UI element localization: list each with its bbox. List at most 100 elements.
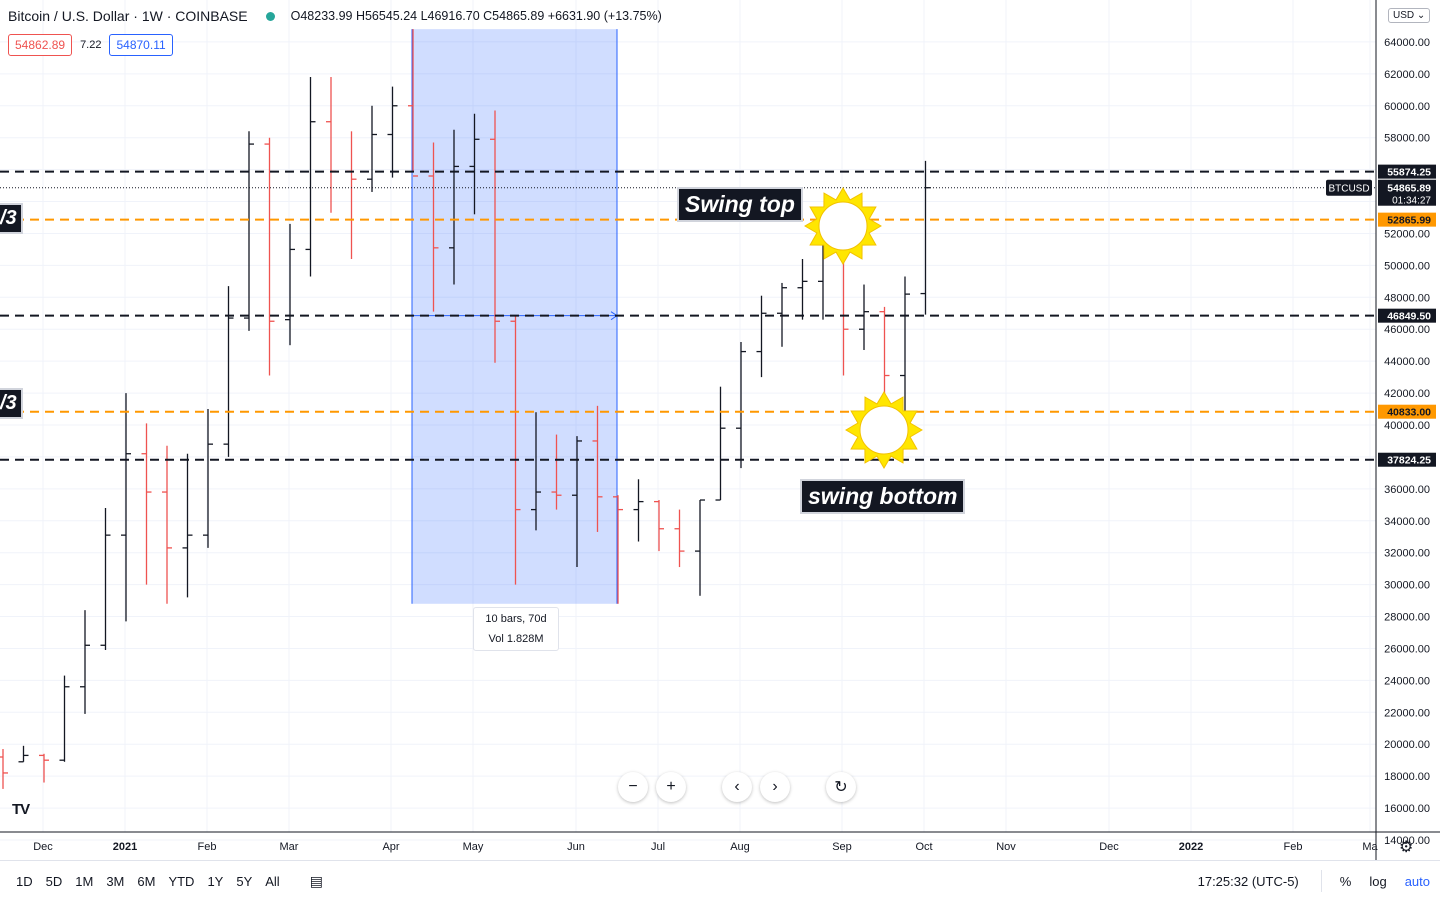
log-scale-toggle[interactable]: log <box>1369 873 1387 889</box>
price-tick-label: 42000.00 <box>1384 388 1430 400</box>
level-price-label: 37824.25 <box>1387 455 1431 467</box>
price-tick-label: 46000.00 <box>1384 324 1430 336</box>
zoom-out-button[interactable]: − <box>618 772 648 802</box>
range-3m-button[interactable]: 3M <box>106 873 125 889</box>
price-tick-label: 26000.00 <box>1384 643 1430 655</box>
measure-tooltip: 10 bars, 70d Vol 1.828M <box>473 607 559 651</box>
level-price-tag <box>1378 212 1436 227</box>
range-5y-button[interactable]: 5Y <box>236 873 253 889</box>
chevron-down-icon: ⌄ <box>1416 10 1426 21</box>
chart-canvas[interactable]: 64000.0062000.0060000.0058000.0056000.00… <box>0 0 1440 860</box>
range-6m-button[interactable]: 6M <box>137 873 156 889</box>
price-tick-label: 62000.00 <box>1384 69 1430 81</box>
time-tick-label: Oct <box>915 841 932 853</box>
time-tick-label: Ma <box>1362 841 1378 853</box>
sell-price-button[interactable]: 54862.89 <box>8 34 73 56</box>
price-tick-label: 48000.00 <box>1384 292 1430 304</box>
price-tick-label: 18000.00 <box>1384 771 1430 783</box>
swing-top-sun-icon <box>818 201 868 251</box>
ohlc-values: O48233.99 H56545.24 L46916.70 C54865.89 … <box>290 9 662 23</box>
bottom-right-controls: 17:25:32 (UTC-5) % log auto <box>1198 861 1430 901</box>
price-tick-label: 14000.00 <box>1384 835 1430 847</box>
gear-icon[interactable]: ⚙ <box>1399 839 1414 856</box>
swing-top-label[interactable]: Swing top <box>677 187 803 222</box>
price-tick-label: 32000.00 <box>1384 548 1430 560</box>
level-price-tag <box>1378 308 1436 323</box>
symbol-tag-label: BTCUSD <box>1328 184 1369 195</box>
scroll-right-button[interactable]: › <box>760 772 790 802</box>
time-tick-label: Apr <box>382 841 399 853</box>
last-price-label: 54865.89 <box>1387 183 1431 195</box>
chart-header: Bitcoin / U.S. Dollar · 1W · COINBASE O4… <box>8 8 662 24</box>
countdown-label: 01:34:27 <box>1392 196 1431 207</box>
time-tick-label: Dec <box>33 841 53 853</box>
price-tick-label: 16000.00 <box>1384 803 1430 815</box>
range-5d-button[interactable]: 5D <box>45 873 63 889</box>
range-all-button[interactable]: All <box>265 873 280 889</box>
swing-bottom-sun-icon <box>859 405 909 455</box>
time-tick-label: Jul <box>651 841 665 853</box>
time-tick-label: Feb <box>198 841 217 853</box>
tradingview-logo-icon[interactable]: TV <box>12 801 30 818</box>
auto-scale-toggle[interactable]: auto <box>1404 873 1430 889</box>
price-tick-label: 58000.00 <box>1384 133 1430 145</box>
level-price-label: 55874.25 <box>1387 167 1431 179</box>
level-price-label: 40833.00 <box>1387 407 1431 419</box>
time-tick-label: Sep <box>832 841 852 853</box>
currency-button[interactable]: USD ⌄ <box>1388 8 1431 23</box>
measure-bars: 10 bars, 70d <box>485 613 547 625</box>
third-label-lower: /3 <box>0 388 23 419</box>
buy-price-button[interactable]: 54870.11 <box>109 34 173 56</box>
range-ytd-button[interactable]: YTD <box>168 873 195 889</box>
level-price-label: 46849.50 <box>1387 311 1431 323</box>
bottom-toolbar: 1D 5D 1M 3M 6M YTD 1Y 5Y All ▤ 17:25:32 (UTC-5) … <box>0 860 1440 901</box>
scroll-left-button[interactable]: ‹ <box>722 772 752 802</box>
currency-label: USD <box>1393 10 1415 21</box>
time-tick-label: Nov <box>996 841 1016 853</box>
price-tick-label: 44000.00 <box>1384 356 1430 368</box>
calendar-icon[interactable]: ▤ <box>309 872 323 889</box>
level-price-tag <box>1378 452 1436 467</box>
symbol-tag <box>1326 179 1372 196</box>
level-price-tag <box>1378 404 1436 419</box>
price-tick-label: 20000.00 <box>1384 739 1430 751</box>
time-tick-label: Jun <box>567 841 585 853</box>
measure-volume: Vol 1.828M <box>488 633 544 645</box>
range-1d-button[interactable]: 1D <box>16 873 33 889</box>
range-selector: 1D 5D 1M 3M 6M YTD 1Y 5Y All <box>16 872 280 891</box>
price-tick-label: 34000.00 <box>1384 516 1430 528</box>
price-tick-label: 28000.00 <box>1384 612 1430 624</box>
swing-bottom-label[interactable]: swing bottom <box>800 479 966 514</box>
level-price-tag <box>1378 164 1436 179</box>
spread-value: 7.22 <box>80 39 102 51</box>
time-tick-label: 2021 <box>113 841 137 853</box>
reset-chart-button[interactable]: ↻ <box>826 772 856 802</box>
time-tick-label: 2022 <box>1179 841 1203 853</box>
range-1y-button[interactable]: 1Y <box>207 873 224 889</box>
price-tick-label: 52000.00 <box>1384 228 1430 240</box>
market-status-icon <box>265 11 275 21</box>
zoom-in-button[interactable]: + <box>656 772 686 802</box>
price-tick-label: 64000.00 <box>1384 37 1430 49</box>
price-tick-label: 24000.00 <box>1384 675 1430 687</box>
time-tick-label: Aug <box>730 841 750 853</box>
last-price-tag <box>1378 179 1436 206</box>
time-tick-label: May <box>463 841 484 853</box>
time-tick-label: Dec <box>1099 841 1119 853</box>
clock-time[interactable]: 17:25:32 (UTC-5) <box>1197 873 1299 889</box>
third-label-upper: /3 <box>0 203 23 234</box>
level-price-label: 52865.99 <box>1387 215 1431 227</box>
time-tick-label: Feb <box>1284 841 1303 853</box>
quote-panel: 54862.89 7.22 54870.11 <box>8 34 173 56</box>
price-tick-label: 60000.00 <box>1384 101 1430 113</box>
price-tick-label: 30000.00 <box>1384 580 1430 592</box>
price-tick-label: 40000.00 <box>1384 420 1430 432</box>
price-tick-label: 22000.00 <box>1384 707 1430 719</box>
symbol-title[interactable]: Bitcoin / U.S. Dollar · 1W · COINBASE <box>8 8 248 24</box>
time-tick-label: Mar <box>280 841 299 853</box>
price-tick-label: 50000.00 <box>1384 260 1430 272</box>
range-1m-button[interactable]: 1M <box>75 873 94 889</box>
divider <box>1320 870 1322 892</box>
price-tick-label: 36000.00 <box>1384 484 1430 496</box>
percent-scale-toggle[interactable]: % <box>1339 873 1352 889</box>
